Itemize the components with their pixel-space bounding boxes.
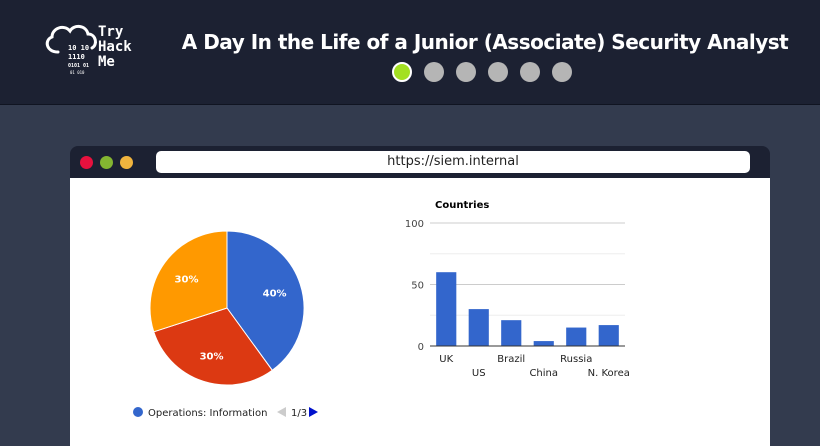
y-tick-label-0: 0: [418, 342, 424, 353]
pie-slice-label-1: 40%: [263, 289, 287, 300]
header: 10 10 1110 0101 01 01 010 Try Hack Me A …: [0, 0, 820, 105]
step-dot-3[interactable]: [456, 62, 476, 82]
x-tick-label-5: N. Korea: [588, 368, 630, 379]
step-indicator: [392, 62, 572, 82]
x-tick-label-1: US: [472, 368, 486, 379]
y-tick-label-2: 100: [405, 219, 424, 230]
legend-label: Operations: Information: [148, 408, 267, 419]
logo-binary-3: 01 010: [70, 70, 85, 75]
step-dot-2[interactable]: [424, 62, 444, 82]
logo-word-try: Try: [98, 25, 132, 40]
legend-marker: [133, 407, 143, 417]
page-title: A Day In the Life of a Junior (Associate…: [160, 30, 810, 54]
pie-slice-label-3: 30%: [175, 275, 199, 286]
bar-n-korea[interactable]: [599, 325, 619, 346]
logo-binary-2: 0101 01: [68, 63, 89, 69]
x-tick-label-0: UK: [439, 354, 453, 365]
logo-binary-0: 10 10: [68, 44, 89, 52]
logo-wordmark: Try Hack Me: [98, 25, 132, 70]
window-minimize-dot[interactable]: [100, 156, 113, 169]
step-dot-1[interactable]: [392, 62, 412, 82]
bar-uk[interactable]: [436, 272, 456, 346]
logo-word-hack: Hack: [98, 40, 132, 55]
browser-window: https://siem.internal 40% 30% 30% Operation…: [70, 146, 770, 446]
bar-china[interactable]: [534, 341, 554, 346]
bar-chart-title: Countries: [435, 200, 489, 211]
x-tick-label-2: Brazil: [497, 354, 525, 365]
window-close-dot[interactable]: [80, 156, 93, 169]
address-bar[interactable]: https://siem.internal: [156, 151, 750, 173]
pie-chart: 40% 30% 30% Operations: Information 1/3: [70, 178, 370, 446]
step-dot-6[interactable]: [552, 62, 572, 82]
bar-us[interactable]: [469, 309, 489, 346]
step-dot-4[interactable]: [488, 62, 508, 82]
pager-next-icon[interactable]: [309, 407, 318, 417]
x-tick-label-4: Russia: [560, 354, 592, 365]
pager-label: 1/3: [291, 408, 307, 419]
tryhackme-logo-icon: 10 10 1110 0101 01 01 010: [40, 20, 150, 86]
bar-brazil[interactable]: [501, 320, 521, 346]
browser-toolbar: https://siem.internal: [70, 146, 770, 178]
y-tick-label-1: 50: [411, 281, 424, 292]
step-dot-5[interactable]: [520, 62, 540, 82]
logo-binary-1: 1110: [68, 53, 85, 61]
pager-prev-icon[interactable]: [277, 407, 286, 417]
bar-russia[interactable]: [566, 328, 586, 346]
siem-dashboard: 40% 30% 30% Operations: Information 1/3 Coun…: [70, 178, 770, 446]
logo-word-me: Me: [98, 55, 132, 70]
window-maximize-dot[interactable]: [120, 156, 133, 169]
pie-slice-label-2: 30%: [200, 352, 224, 363]
x-tick-label-3: China: [529, 368, 558, 379]
